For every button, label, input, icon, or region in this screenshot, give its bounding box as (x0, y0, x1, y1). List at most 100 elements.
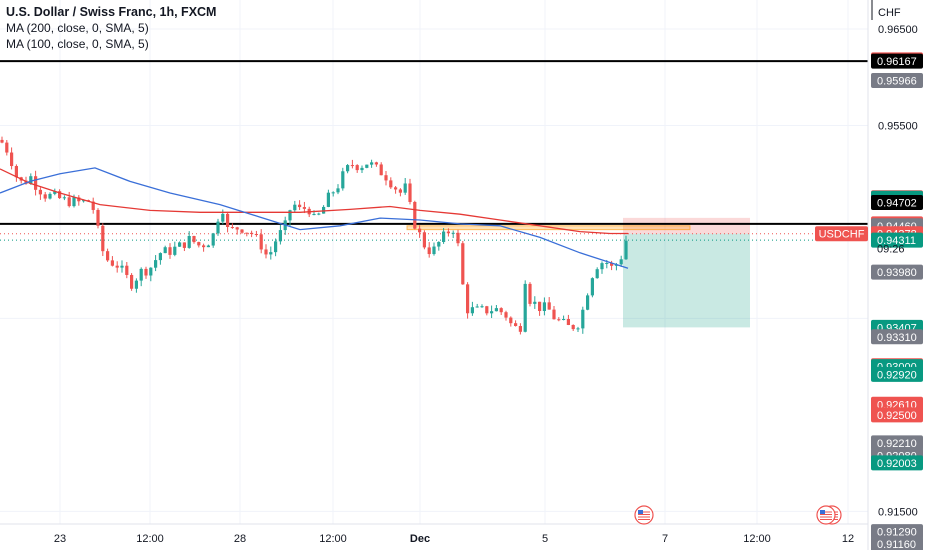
currency-label: CHF (878, 7, 901, 19)
candle-body (446, 231, 450, 234)
candle-body (125, 265, 129, 275)
candle-body (226, 213, 230, 228)
price-tag-label: 0.95966 (877, 75, 917, 87)
candle-body (298, 204, 302, 208)
candle-body (250, 232, 254, 234)
candle-body (341, 171, 345, 189)
candle-body (346, 165, 350, 172)
price-tag-label: 0.92500 (877, 410, 917, 422)
candle-body (437, 241, 441, 247)
candle-body (240, 229, 244, 233)
candle-body (336, 188, 340, 193)
price-tag (871, 53, 923, 69)
candle-body (120, 265, 124, 268)
candle-body (490, 311, 494, 314)
candle-body (269, 252, 273, 255)
candle-body (413, 201, 417, 229)
time-tick-label: 12:00 (319, 533, 347, 545)
candle-body (533, 301, 537, 304)
price-tag (871, 194, 923, 210)
candle-body (504, 312, 508, 318)
price-tag-label: 0.94311 (877, 235, 916, 247)
candle-body (408, 183, 412, 202)
time-tick-label: 7 (662, 533, 668, 545)
candle-body (130, 274, 134, 289)
candle-body (173, 246, 177, 255)
time-tick-label: 28 (234, 533, 246, 545)
candle-body (394, 187, 398, 190)
candle-body (62, 197, 66, 199)
candle-body (216, 221, 220, 234)
ma200-line (0, 168, 628, 235)
price-tag (871, 435, 923, 451)
candle-body (581, 309, 585, 329)
price-tag-label: 0.93310 (877, 332, 917, 344)
candle-body (523, 283, 527, 332)
candle-body (206, 245, 210, 248)
us-flag-icon (816, 505, 836, 525)
candle-body (53, 191, 57, 194)
candle-body (67, 197, 71, 207)
candle-body (149, 267, 153, 276)
candle-body (590, 278, 594, 296)
candle-body (418, 228, 422, 233)
candle-body (312, 214, 316, 216)
candle-body (600, 263, 604, 270)
candle-body (499, 308, 503, 313)
candle-body (197, 242, 201, 246)
candle-body (370, 162, 374, 165)
price-tag (871, 536, 923, 550)
candle-body (115, 265, 119, 268)
candle-body (586, 295, 590, 310)
candle-body (144, 268, 148, 276)
candle-body (10, 152, 14, 167)
candle-body (182, 242, 186, 248)
candle-body (235, 227, 239, 230)
candle-body (542, 302, 546, 312)
candle-body (245, 232, 249, 234)
us-flag-icon (634, 505, 654, 525)
time-tick-label: 12 (842, 533, 854, 545)
candle-body (302, 207, 306, 209)
time-tick-label: 12:00 (136, 533, 164, 545)
flag-canton (820, 510, 825, 514)
candle-body (475, 306, 479, 308)
candle-body (5, 142, 9, 153)
price-tag (871, 72, 923, 88)
candle-body (29, 176, 33, 184)
flag-canton (638, 510, 643, 514)
candle-body (158, 253, 162, 261)
candle-body (278, 230, 282, 242)
candle-body (211, 233, 215, 246)
candle-body (48, 193, 52, 199)
candle-body (58, 191, 62, 199)
candle-body (576, 328, 580, 330)
candle-body (0, 139, 4, 143)
supply-zone (406, 225, 691, 231)
price-tag (871, 264, 923, 280)
symbol-tag (815, 226, 868, 242)
price-tag (871, 455, 923, 471)
candle-body (274, 241, 278, 253)
candle-body (230, 227, 234, 229)
price-tag-label: 0.92003 (877, 458, 917, 470)
candle-body (384, 175, 388, 181)
price-tag-label: 0.93980 (877, 267, 917, 279)
candle-body (456, 232, 460, 244)
candle-body (77, 197, 81, 202)
ma100-legend: MA (100, close, 0, SMA, 5) (6, 37, 149, 51)
candle-body (466, 284, 470, 314)
time-tick-label: 12:00 (743, 533, 771, 545)
candle-body (322, 206, 326, 214)
candle-body (422, 232, 426, 248)
candle-body (293, 204, 297, 211)
candle-body (91, 201, 95, 210)
time-tick-label: Dec (410, 533, 430, 545)
candle-body (547, 302, 551, 310)
candle-body (518, 326, 522, 332)
candle-body (427, 247, 431, 255)
candle-body (485, 306, 489, 314)
candle-body (187, 236, 191, 248)
time-tick-label: 23 (54, 533, 66, 545)
